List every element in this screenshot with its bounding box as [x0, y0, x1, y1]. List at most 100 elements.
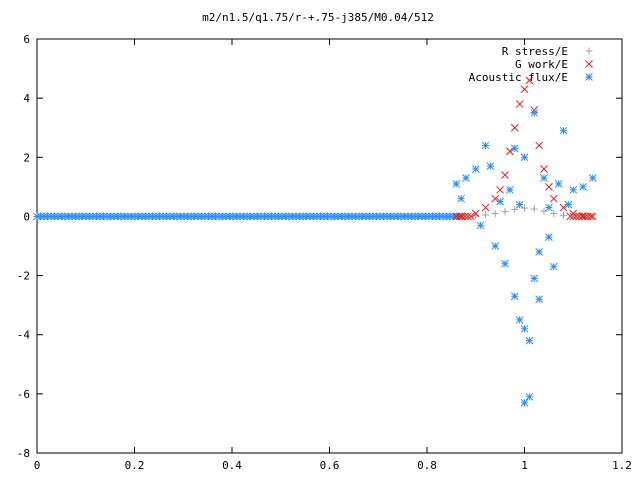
acoustic-flux-point — [569, 185, 578, 194]
g-work-point — [569, 209, 578, 218]
acoustic-flux-point — [530, 274, 539, 283]
acoustic-flux-point — [540, 174, 548, 182]
y-tick-label: -2 — [17, 270, 30, 283]
g-work-point — [491, 194, 500, 203]
series-3 — [452, 109, 597, 407]
r-stress-point — [511, 205, 519, 213]
acoustic-flux-point — [535, 248, 543, 256]
acoustic-flux-point — [545, 233, 553, 241]
acoustic-flux-point — [496, 197, 504, 206]
y-tick-label: -4 — [17, 329, 31, 342]
acoustic-flux-point — [520, 398, 529, 407]
acoustic-flux-point — [559, 126, 568, 135]
acoustic-flux-point — [481, 141, 490, 150]
acoustic-flux-point — [457, 194, 465, 203]
acoustic-flux-point — [471, 165, 480, 173]
acoustic-flux-point — [588, 174, 597, 182]
g-work-point — [520, 85, 529, 94]
r-stress-point — [482, 211, 489, 219]
r-stress-point — [530, 205, 538, 213]
legend-r-stress-marker — [585, 47, 593, 55]
acoustic-flux-point — [549, 262, 558, 271]
g-work-point — [471, 209, 480, 218]
r-stress-point — [521, 204, 528, 212]
g-work-point — [525, 76, 534, 85]
g-work-point — [588, 212, 597, 221]
legend-acoustic-flux-marker — [585, 73, 593, 81]
r-stress-point — [560, 211, 567, 219]
y-tick-label: -8 — [17, 447, 30, 460]
g-work-point — [510, 123, 519, 132]
g-work-point — [457, 212, 465, 221]
acoustic-flux-point — [530, 109, 539, 117]
y-tick-label: 0 — [23, 210, 30, 223]
acoustic-flux-point — [462, 174, 470, 182]
acoustic-flux-point — [525, 336, 534, 345]
g-work-point — [545, 183, 553, 191]
g-work-point — [455, 212, 464, 221]
acoustic-flux-point — [535, 295, 543, 304]
r-stress-point — [501, 208, 509, 216]
acoustic-flux-point — [564, 200, 573, 209]
series-2 — [457, 76, 597, 221]
acoustic-flux-baseline — [33, 212, 461, 221]
y-tick-label: -6 — [17, 388, 30, 401]
acoustic-flux-point — [501, 259, 509, 268]
g-work-point — [481, 203, 490, 212]
acoustic-flux-point — [525, 392, 534, 401]
legend-r-stress-label: R stress/E — [502, 45, 568, 58]
acoustic-flux-point — [510, 292, 519, 301]
g-work-point — [496, 185, 504, 194]
legend-g-work-label: G work/E — [515, 58, 568, 71]
g-work-point — [467, 212, 475, 221]
g-work-point — [458, 212, 466, 221]
g-work-point — [579, 211, 587, 220]
acoustic-flux-point — [520, 153, 529, 162]
g-work-point — [461, 212, 469, 221]
x-tick-label: 1 — [521, 459, 528, 472]
acoustic-flux-point — [486, 162, 495, 171]
r-stress-point — [550, 209, 558, 217]
x-tick-label: 0.2 — [125, 459, 145, 472]
x-tick-label: 0.8 — [417, 459, 437, 472]
x-tick-label: 0.4 — [222, 459, 242, 472]
g-work-point — [535, 141, 543, 150]
acoustic-flux-point — [554, 180, 563, 188]
legend-acoustic-flux-label: Acoustic flux/E — [469, 71, 568, 84]
acoustic-flux-point — [515, 200, 524, 209]
acoustic-flux-point — [579, 183, 587, 191]
x-tick-label: 0.6 — [320, 459, 340, 472]
g-work-point — [515, 100, 524, 108]
series-1 — [472, 204, 577, 220]
acoustic-flux-point — [491, 242, 500, 250]
acoustic-flux-point — [515, 316, 524, 324]
acoustic-flux-point — [506, 185, 514, 194]
g-work-point — [559, 203, 568, 212]
x-tick-label: 0 — [34, 459, 41, 472]
plot-area — [33, 76, 597, 407]
acoustic-flux-point — [545, 203, 553, 212]
y-tick-label: 2 — [23, 151, 30, 164]
r-stress-point — [491, 209, 499, 217]
acoustic-flux-point — [476, 221, 485, 230]
chart-title: m2/n1.5/q1.75/r-+.75-j385/M0.04/512 — [202, 11, 434, 24]
acoustic-flux-point — [452, 180, 461, 188]
g-work-point — [540, 165, 548, 173]
g-work-point — [586, 212, 595, 221]
g-work-point — [581, 212, 589, 221]
acoustic-flux-point — [510, 144, 519, 153]
g-work-point — [501, 171, 509, 179]
g-work-point — [464, 212, 472, 221]
x-tick-label: 1.2 — [612, 459, 632, 472]
legend-g-work-marker — [585, 60, 593, 68]
y-tick-label: 6 — [23, 33, 30, 46]
y-tick-label: 4 — [23, 92, 30, 105]
r-stress-point — [540, 207, 548, 215]
axes: 0 0.2 0.4 0.6 0.8 1 1.2 -8 -6 -4 -2 0 2 4 6 — [17, 33, 632, 472]
g-work-point — [549, 194, 558, 203]
acoustic-flux-point — [520, 324, 529, 333]
g-work-point — [506, 147, 514, 156]
